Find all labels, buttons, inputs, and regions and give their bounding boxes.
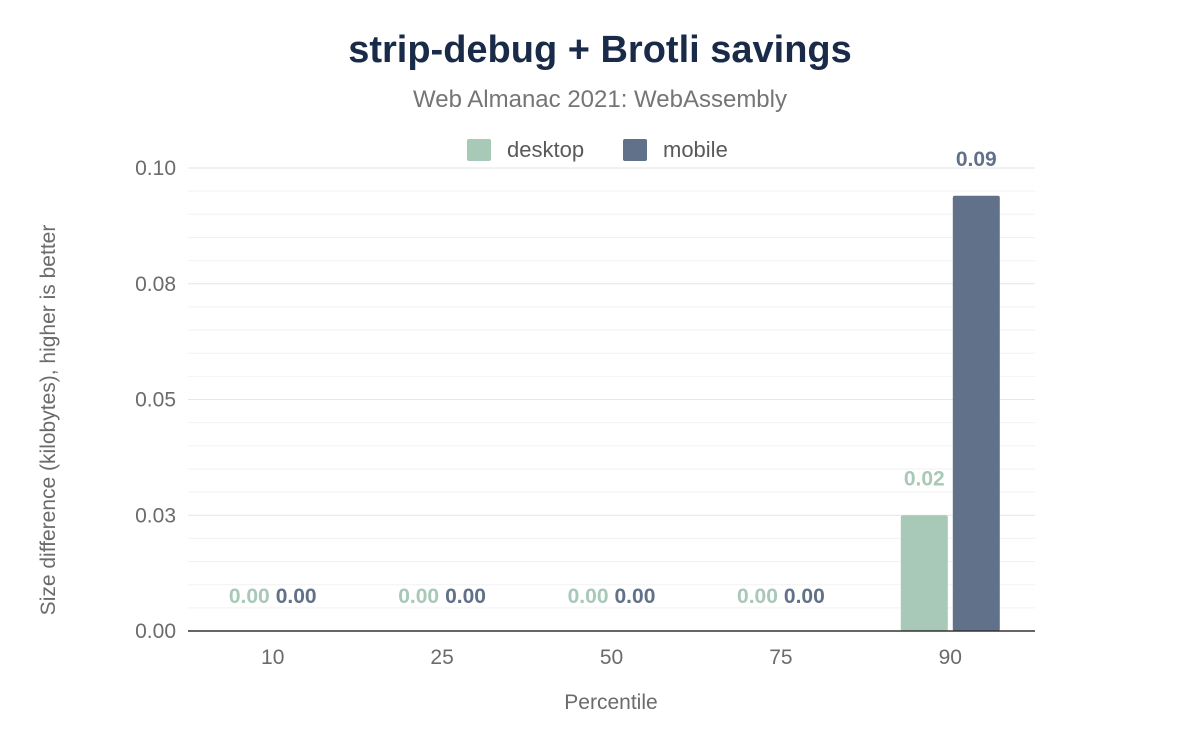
- data-label-desktop: 0.02: [904, 467, 945, 490]
- x-tick-label: 50: [600, 646, 623, 669]
- data-label-desktop: 0.00: [398, 585, 439, 608]
- chart-subtitle: Web Almanac 2021: WebAssembly: [413, 86, 787, 113]
- legend-swatch-mobile: [623, 139, 647, 161]
- gridlines: [188, 167, 1035, 632]
- y-tick-label: 0.10: [135, 157, 176, 180]
- bar-mobile: [952, 195, 1000, 631]
- data-label-desktop: 0.00: [737, 585, 778, 608]
- data-label-desktop: 0.00: [229, 585, 270, 608]
- y-axis-ticks: 0.00 0.03 0.05 0.08 0.10: [135, 157, 176, 643]
- data-label-mobile: 0.00: [784, 585, 825, 608]
- y-axis-title: Size difference (kilobytes), higher is b…: [37, 225, 60, 616]
- data-label-mobile: 0.00: [445, 585, 486, 608]
- x-axis-title: Percentile: [564, 691, 657, 714]
- data-labels: 0.00 0.00 0.00 0.00 0.00 0.00 0.00 0.00 0.02 0.09: [229, 148, 997, 608]
- legend-swatch-desktop: [467, 139, 491, 161]
- legend: desktop mobile: [467, 137, 728, 162]
- y-tick-label: 0.08: [135, 273, 176, 296]
- legend-label-mobile: mobile: [663, 137, 728, 162]
- data-label-mobile: 0.00: [615, 585, 656, 608]
- y-tick-label: 0.03: [135, 504, 176, 527]
- data-label-desktop: 0.00: [568, 585, 609, 608]
- chart-title: strip-debug + Brotli savings: [348, 29, 852, 71]
- x-tick-label: 25: [430, 646, 453, 669]
- bars: [900, 195, 1000, 631]
- y-tick-label: 0.05: [135, 389, 176, 412]
- data-label-mobile: 0.09: [956, 148, 997, 171]
- x-tick-label: 10: [261, 646, 284, 669]
- x-tick-label: 90: [939, 646, 962, 669]
- x-axis-ticks: 10 25 50 75 90: [261, 646, 962, 669]
- y-tick-label: 0.00: [135, 620, 176, 643]
- bar-desktop: [900, 515, 948, 631]
- x-tick-label: 75: [769, 646, 792, 669]
- legend-label-desktop: desktop: [507, 137, 584, 162]
- data-label-mobile: 0.00: [276, 585, 317, 608]
